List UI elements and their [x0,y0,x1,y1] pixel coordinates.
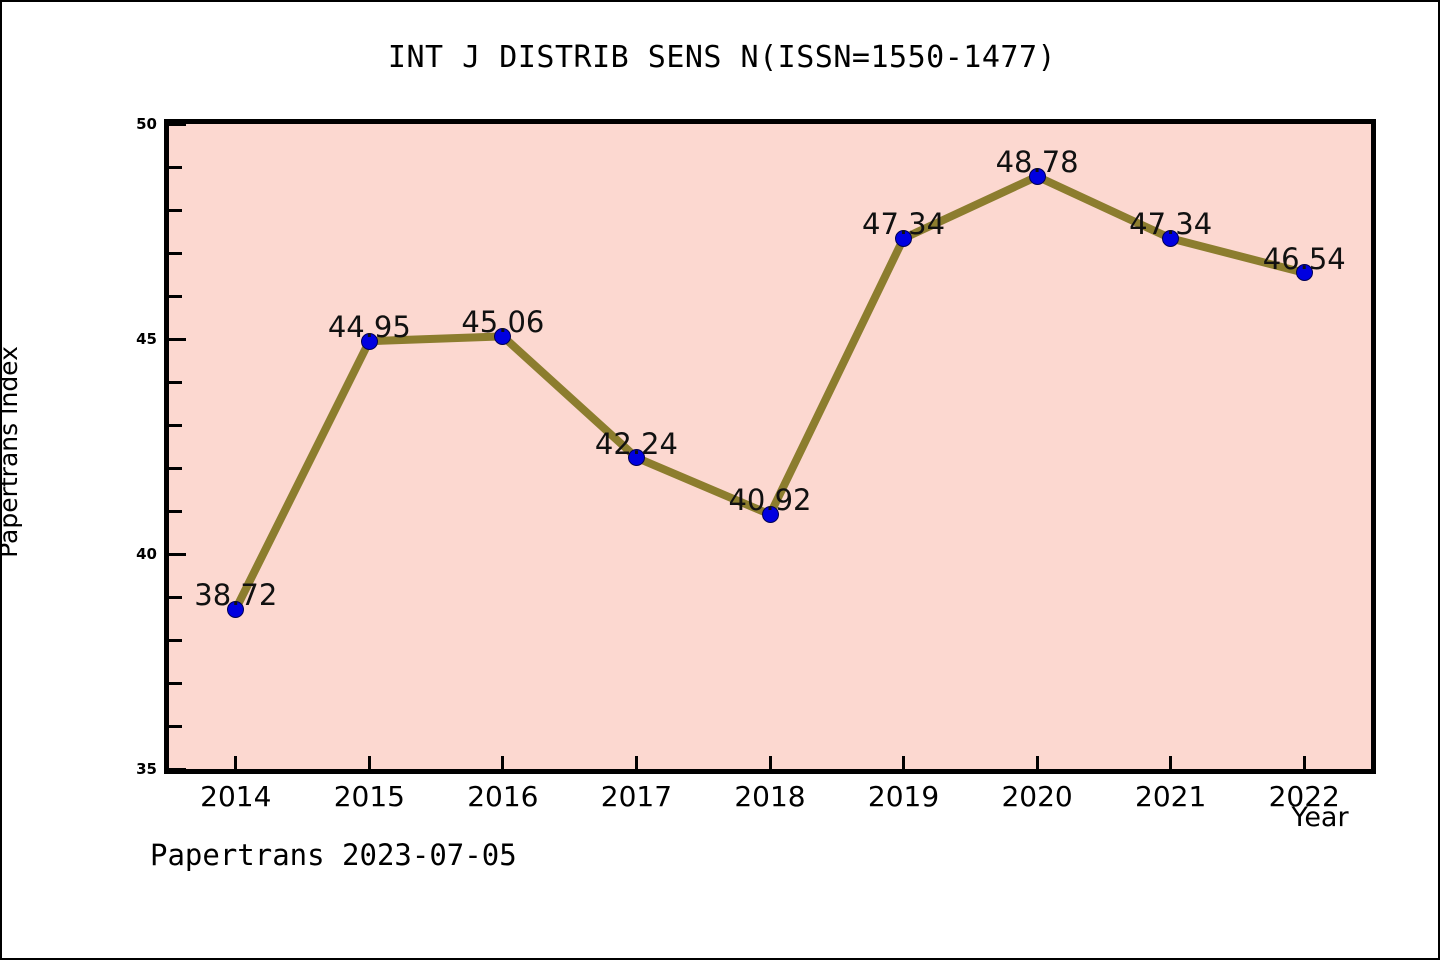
x-axis-tick-label: 2014 [200,780,272,813]
data-point-marker[interactable] [1162,229,1180,247]
x-axis-tick [501,756,505,769]
y-axis-minor-tick [169,380,182,384]
y-axis-major-tick [169,122,186,126]
data-point-marker[interactable] [227,600,245,618]
data-point-marker[interactable] [494,327,512,345]
x-axis-tick-label: 2016 [467,780,539,813]
y-axis-minor-tick [169,509,182,513]
y-axis-tick-label: 35 [136,760,157,778]
x-axis-title: Year [1291,802,1349,833]
y-axis-major-tick [169,767,186,771]
caption: Papertrans 2023-07-05 [150,838,517,872]
y-axis-minor-tick [169,294,182,298]
x-axis-tick-label: 2020 [1001,780,1073,813]
series-line [231,172,1309,614]
y-axis-title: Papertrans Index [0,346,23,558]
y-axis-minor-tick [169,724,182,728]
x-axis-tick [1169,756,1173,769]
data-point-marker[interactable] [1028,167,1046,185]
data-point-value-label: 47.34 [862,207,946,242]
data-point-value-label: 47.34 [1129,207,1213,242]
data-point-marker[interactable] [1295,264,1313,282]
data-point-value-label: 44.95 [327,310,411,345]
data-point-value-label: 38.72 [194,578,278,613]
data-point-value-label: 40.92 [728,483,812,518]
x-axis-tick [902,756,906,769]
y-axis-major-tick [169,337,186,341]
x-axis-tick [234,756,238,769]
x-axis-tick-label: 2019 [867,780,940,813]
y-axis-minor-tick [169,251,182,255]
y-axis-minor-tick [169,681,182,685]
y-axis-minor-tick [169,423,182,427]
x-axis-tick-label: 2015 [333,780,405,813]
y-axis-minor-tick [169,165,182,169]
plot-area [164,119,1376,774]
data-point-value-label: 48.78 [995,145,1079,180]
data-point-marker[interactable] [627,449,645,467]
y-axis-tick-label: 45 [136,330,157,348]
y-axis-minor-tick [169,595,182,599]
data-point-value-label: 45.06 [461,305,545,340]
data-point-marker[interactable] [360,332,378,350]
x-axis-tick [768,756,772,769]
y-axis-minor-tick [169,208,182,212]
y-axis-tick-label: 40 [136,545,157,563]
y-axis-minor-tick [169,466,182,470]
x-axis-tick-label: 2018 [734,780,806,813]
x-axis-tick [1035,756,1039,769]
x-axis-tick [367,756,371,769]
x-axis-tick-label: 2021 [1135,780,1207,813]
data-point-marker[interactable] [895,229,913,247]
x-axis-tick-label: 2022 [1268,780,1340,813]
y-axis-minor-tick [169,638,182,642]
x-axis-tick [1302,756,1306,769]
chart-title: INT J DISTRIB SENS N(ISSN=1550-1477) [387,40,1057,75]
data-point-marker[interactable] [761,505,779,523]
y-axis-tick-label: 50 [136,115,157,133]
x-axis-tick-label: 2017 [600,780,673,813]
x-axis-tick [634,756,638,769]
data-point-value-label: 42.24 [594,426,678,461]
plot-inner [169,122,1371,771]
data-point-value-label: 46.54 [1262,241,1346,276]
y-axis-major-tick [169,552,186,556]
